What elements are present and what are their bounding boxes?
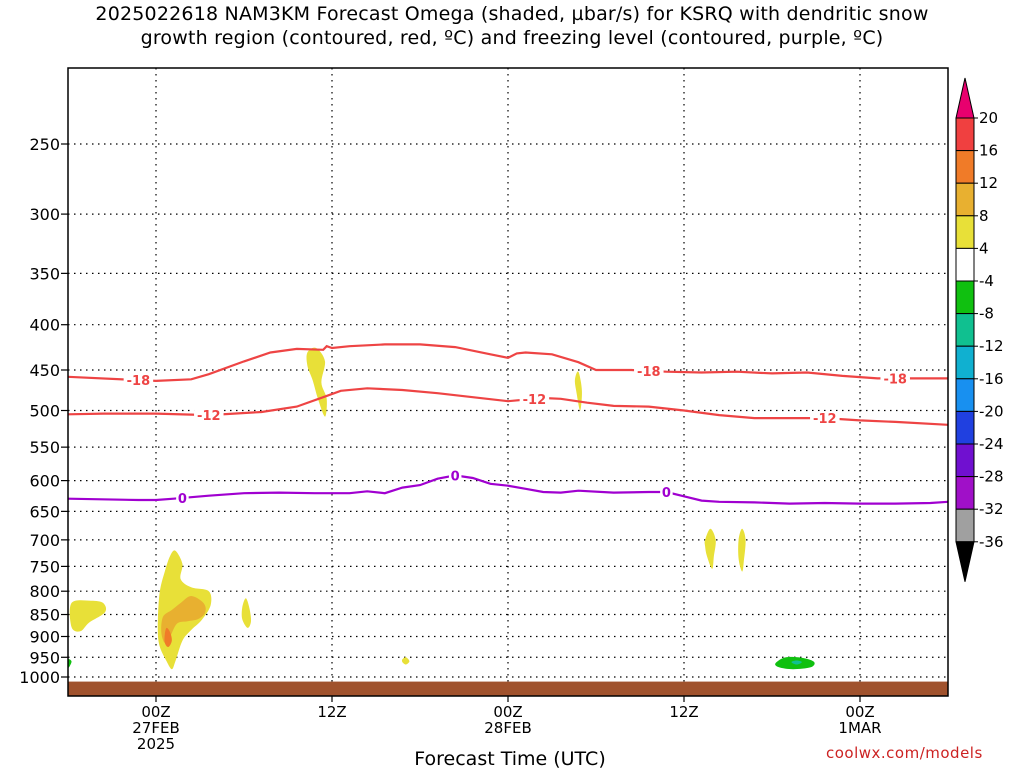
contour-label-bg bbox=[810, 411, 840, 426]
colorbar-swatch bbox=[955, 476, 975, 510]
colorbar-top-arrow bbox=[955, 77, 975, 119]
omega-region bbox=[704, 528, 716, 569]
colorbar-label: 4 bbox=[979, 239, 989, 257]
x-tick-label: 00Z bbox=[141, 703, 170, 721]
y-tick-label: 250 bbox=[29, 135, 60, 154]
contour-label-bg bbox=[660, 484, 673, 499]
colorbar-swatch bbox=[955, 443, 975, 478]
omega-region bbox=[306, 347, 327, 417]
colorbar-label: -16 bbox=[979, 370, 1004, 388]
colorbar-label: 16 bbox=[979, 142, 998, 160]
colorbar-label: -12 bbox=[979, 337, 1004, 355]
colorbar-label: -32 bbox=[979, 500, 1004, 518]
omega-region bbox=[164, 627, 172, 648]
colorbar-label: 20 bbox=[979, 109, 998, 127]
colorbar-swatch bbox=[955, 117, 975, 152]
contour-label: 0 bbox=[662, 486, 671, 501]
colorbar-label: -4 bbox=[979, 272, 994, 290]
y-tick-label: 600 bbox=[29, 472, 60, 491]
omega-region bbox=[68, 659, 72, 668]
x-tick-label: 27FEB bbox=[132, 719, 179, 737]
colorbar-swatch bbox=[955, 182, 975, 217]
y-tick-label: 400 bbox=[29, 316, 60, 335]
omega-region bbox=[69, 600, 107, 632]
plot-frame bbox=[67, 67, 949, 697]
colorbar-swatch bbox=[955, 215, 975, 249]
credit-text: coolwx.com/models bbox=[826, 744, 983, 762]
contour-line bbox=[68, 343, 948, 383]
colorbar-swatch bbox=[955, 150, 975, 184]
colorbar-label: -24 bbox=[979, 435, 1004, 453]
contour-label: -18 bbox=[883, 372, 907, 387]
y-tick-label: 500 bbox=[29, 402, 60, 421]
y-tick-label: 650 bbox=[29, 502, 60, 521]
y-tick-label: 900 bbox=[29, 627, 60, 646]
colorbar-label: -8 bbox=[979, 305, 994, 323]
contour-label: 0 bbox=[451, 469, 460, 484]
x-axis-label: Forecast Time (UTC) bbox=[414, 748, 605, 768]
omega-region bbox=[738, 528, 746, 572]
y-tick-label: 850 bbox=[29, 606, 60, 625]
x-tick-label: 00Z bbox=[845, 703, 874, 721]
x-tick-label: 00Z bbox=[493, 703, 522, 721]
contour-label-bg bbox=[634, 363, 664, 378]
contour-label: -18 bbox=[127, 374, 151, 389]
colorbar-swatch bbox=[955, 345, 975, 380]
y-tick-label: 1000 bbox=[19, 668, 60, 687]
contour-label-bg bbox=[123, 373, 154, 388]
chart-title-line-1: 2025022618 NAM3KM Forecast Omega (shaded… bbox=[95, 3, 929, 25]
chart-title: 2025022618 NAM3KM Forecast Omega (shaded… bbox=[0, 2, 1024, 50]
omega-region bbox=[791, 660, 802, 665]
contour-label-bg bbox=[194, 408, 224, 423]
y-tick-label: 450 bbox=[29, 361, 60, 380]
contour-label-bg bbox=[176, 490, 189, 505]
omega-region bbox=[241, 598, 252, 628]
x-tick-label: 28FEB bbox=[484, 719, 531, 737]
contour-label: -18 bbox=[637, 365, 661, 380]
colorbar-swatch bbox=[955, 280, 975, 315]
y-tick-label: 700 bbox=[29, 531, 60, 550]
colorbar-label: -28 bbox=[979, 468, 1004, 486]
colorbar-swatch bbox=[955, 313, 975, 347]
contour-label-bg bbox=[519, 391, 550, 406]
x-tick-label: 12Z bbox=[669, 703, 698, 721]
omega-region bbox=[401, 657, 410, 665]
x-tick-label: 12Z bbox=[317, 703, 346, 721]
y-tick-label: 300 bbox=[29, 205, 60, 224]
x-tick-label: 2025 bbox=[137, 735, 175, 753]
contour-line bbox=[68, 474, 948, 505]
contour-label: 0 bbox=[178, 492, 187, 507]
contour-label: -12 bbox=[813, 412, 837, 427]
y-tick-label: 800 bbox=[29, 582, 60, 601]
plot-area: -18 -18 -18 -12 -12 -12 0 0 0 bbox=[68, 68, 948, 696]
chart-title-line-2: growth region (contoured, red, ºC) and f… bbox=[140, 27, 884, 49]
omega-region bbox=[574, 371, 582, 411]
contour-label: -12 bbox=[523, 393, 547, 408]
y-tick-label: 550 bbox=[29, 438, 60, 457]
y-tick-label: 950 bbox=[29, 648, 60, 667]
colorbar-label: 8 bbox=[979, 207, 989, 225]
colorbar-swatch bbox=[955, 247, 975, 282]
y-tick-label: 750 bbox=[29, 557, 60, 576]
colorbar-label: -36 bbox=[979, 533, 1004, 551]
contour-label: -12 bbox=[197, 409, 221, 424]
contour-label-bg bbox=[880, 371, 910, 386]
ground-surface bbox=[68, 681, 948, 696]
colorbar-bottom-arrow bbox=[955, 541, 975, 582]
contour-label-bg bbox=[448, 468, 462, 483]
x-tick-label: 1MAR bbox=[838, 719, 881, 737]
colorbar: 20 16 12 8 4 -4 -8 -12 -16 -20 -24 -28 -32 -36 bbox=[955, 77, 1004, 582]
colorbar-label: 12 bbox=[979, 174, 998, 192]
colorbar-swatch bbox=[955, 410, 975, 445]
y-tick-label: 350 bbox=[29, 264, 60, 283]
y-axis: 250 300 350 400 450 500 550 600 650 700 750 800 850 9… bbox=[19, 135, 68, 687]
colorbar-swatch bbox=[955, 378, 975, 412]
omega-region bbox=[161, 596, 206, 643]
colorbar-swatch bbox=[955, 508, 975, 543]
colorbar-label: -20 bbox=[979, 402, 1004, 420]
